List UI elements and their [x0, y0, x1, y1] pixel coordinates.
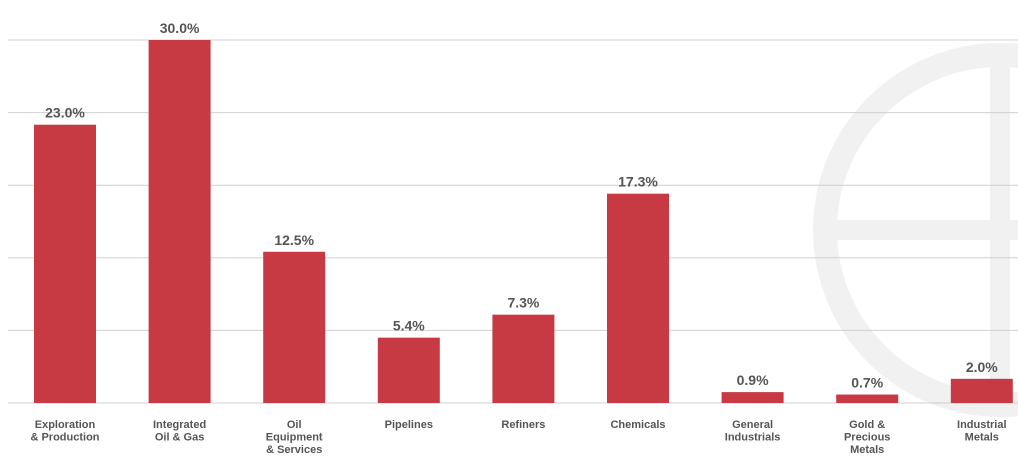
category-label-3: Pipelines: [385, 419, 433, 431]
category-label-7: Gold & Precious Metals: [844, 419, 890, 456]
category-label-1: Integrated Oil & Gas: [153, 419, 206, 444]
bar-1: [148, 40, 211, 403]
category-label-5: Chemicals: [610, 419, 665, 431]
bar-5: [607, 193, 669, 403]
bar-3: [377, 337, 440, 403]
bar-8: [950, 378, 1013, 403]
bar-6: [721, 392, 784, 403]
value-label-1: 30.0%: [160, 20, 200, 36]
category-label-line: General: [732, 419, 773, 431]
category-label-line: Chemicals: [610, 419, 665, 431]
value-label-4: 7.3%: [507, 295, 539, 311]
category-label-4: Refiners: [501, 419, 545, 431]
category-label-line: Exploration: [35, 419, 96, 431]
category-label-line: Pipelines: [385, 419, 433, 431]
value-label-8: 2.0%: [966, 359, 998, 375]
category-label-line: Precious: [844, 432, 890, 444]
value-labels: 23.0% 30.0% 12.5% 5.4% 7.3% 17.3% 0.9% 0.7% 2.0%: [45, 20, 998, 391]
bars: [34, 40, 1013, 403]
category-labels: Exploration & Production Integrated Oil & G…: [30, 419, 1006, 456]
category-label-line: Gold &: [849, 419, 885, 431]
category-label-line: Oil: [287, 419, 302, 431]
value-label-3: 5.4%: [393, 318, 425, 334]
category-label-line: & Services: [266, 444, 322, 456]
bar-2: [263, 251, 326, 403]
category-label-line: Industrial: [957, 419, 1007, 431]
bar-7: [836, 394, 899, 403]
category-label-line: Oil & Gas: [155, 432, 205, 444]
category-label-line: Refiners: [501, 419, 545, 431]
category-label-8: Industrial Metals: [957, 419, 1007, 444]
value-label-0: 23.0%: [45, 105, 85, 121]
category-label-6: General Industrials: [725, 419, 781, 444]
bar-4: [492, 314, 555, 403]
category-label-line: Metals: [965, 432, 999, 444]
bar-0: [34, 124, 96, 403]
category-label-0: Exploration & Production: [30, 419, 99, 444]
value-label-2: 12.5%: [274, 232, 314, 248]
value-label-6: 0.9%: [737, 372, 769, 388]
category-label-line: Equipment: [266, 432, 323, 444]
category-label-line: Integrated: [153, 419, 206, 431]
value-label-7: 0.7%: [851, 375, 883, 391]
category-label-line: Metals: [850, 444, 884, 456]
circle-emblem-icon: [813, 43, 1018, 417]
category-label-line: Industrials: [725, 432, 781, 444]
value-label-5: 17.3%: [618, 174, 658, 190]
category-label-2: Oil Equipment & Services: [266, 419, 323, 456]
category-label-line: & Production: [30, 432, 99, 444]
